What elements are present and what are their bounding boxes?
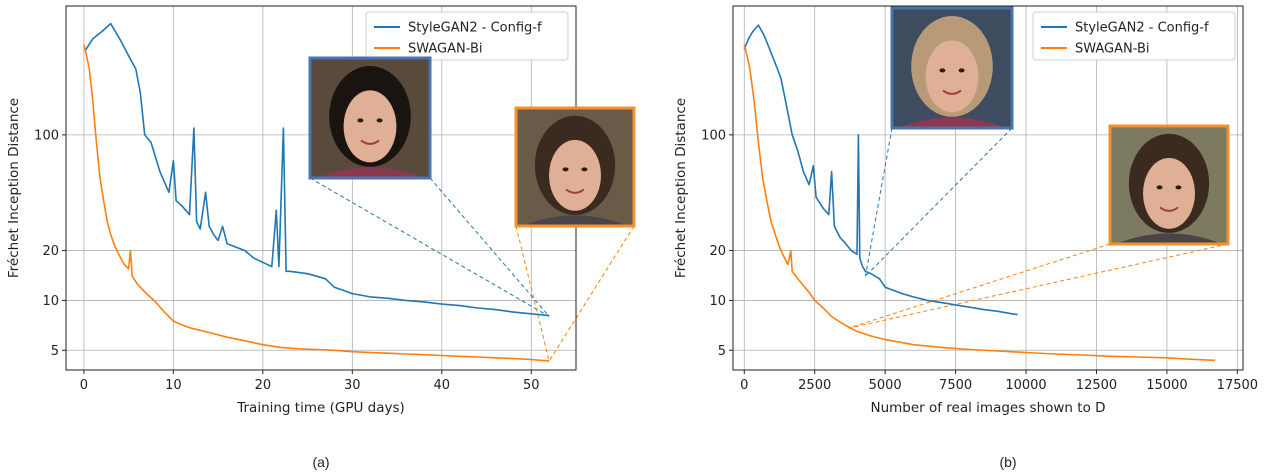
legend-box-a xyxy=(365,11,569,61)
portrait-shoulders xyxy=(1116,233,1222,244)
y-ticks-b: 5 10 20 100 xyxy=(701,128,733,359)
inset-leader-line xyxy=(429,177,550,317)
inset-leaders-a xyxy=(309,177,635,362)
portrait-eye xyxy=(939,68,946,73)
x-tick-label: 50 xyxy=(523,378,540,393)
inset-leader-line xyxy=(848,243,1229,329)
y-axis-label-b: Fréchet Inception Distance xyxy=(673,98,689,278)
portrait-eye xyxy=(958,68,965,73)
portrait-inset xyxy=(308,56,432,180)
series-stylegan2-line xyxy=(743,24,1018,316)
inset-leader-line xyxy=(515,225,550,362)
x-tick-label: 10000 xyxy=(1005,378,1046,393)
y-tick-label: 10 xyxy=(709,294,726,309)
x-tick-label: 2500 xyxy=(798,378,831,393)
x-ticks-b: 0 2500 5000 7500 10000 12500 15000 17500 xyxy=(740,370,1258,393)
portrait-face xyxy=(1143,157,1195,229)
portrait-mouth xyxy=(360,139,380,145)
portrait-eye xyxy=(376,118,383,123)
portrait-eye xyxy=(1156,185,1163,190)
portrait-eye xyxy=(581,167,588,172)
legend-b: StyleGAN2 - Config-f SWAGAN-Bi xyxy=(1032,11,1236,61)
x-tick-label: 30 xyxy=(344,378,361,393)
x-tick-label: 10 xyxy=(165,378,182,393)
legend-label-swagan-b: SWAGAN-Bi xyxy=(1075,42,1150,57)
y-axis-label-a: Fréchet Inception Distance xyxy=(6,98,22,278)
portrait-mouth xyxy=(1159,206,1179,212)
legend-label-stylegan2-b: StyleGAN2 - Config-f xyxy=(1075,21,1209,36)
portrait-mouth xyxy=(565,188,585,194)
x-tick-label: 15000 xyxy=(1146,378,1187,393)
portrait-inset xyxy=(514,106,636,228)
inset-leaders-b xyxy=(848,127,1229,329)
portrait-shoulders xyxy=(898,117,1006,128)
inset-leader-line xyxy=(548,225,635,362)
series-stylegan2-line xyxy=(84,22,550,317)
portrait-shoulders xyxy=(522,215,628,226)
legend-label-swagan-a: SWAGAN-Bi xyxy=(408,42,483,57)
y-tick-label: 20 xyxy=(709,244,726,259)
portrait-frame xyxy=(1108,124,1230,246)
legend-box-b xyxy=(1032,11,1236,61)
caption-b: (b) xyxy=(999,454,1016,470)
series-swagan-line xyxy=(743,44,1215,362)
portrait-eye xyxy=(562,167,569,172)
inset-leader-line xyxy=(309,177,550,317)
inset-leader-line xyxy=(848,243,1111,329)
y-tick-label: 100 xyxy=(34,128,59,143)
y-tick-label: 10 xyxy=(42,294,59,309)
panel-a: 0 10 20 30 40 50 5 10 20 100 Training time (GPU … xyxy=(6,5,636,470)
inset-leader-line xyxy=(865,127,1013,277)
portrait-eye xyxy=(357,118,364,123)
caption-a: (a) xyxy=(312,454,329,470)
axes-frame-b xyxy=(732,5,1244,371)
portrait-face xyxy=(925,40,979,113)
x-tick-label: 20 xyxy=(255,378,272,393)
legend-a: StyleGAN2 - Config-f SWAGAN-Bi xyxy=(365,11,569,61)
portrait-mouth xyxy=(942,89,962,95)
x-tick-label: 40 xyxy=(434,378,451,393)
plot-area-b xyxy=(743,24,1215,362)
portrait-face xyxy=(549,139,601,211)
x-tick-label: 17500 xyxy=(1217,378,1258,393)
insets-a xyxy=(308,56,636,228)
x-tick-label: 7500 xyxy=(939,378,972,393)
y-tick-label: 5 xyxy=(51,344,59,359)
portrait-inset xyxy=(890,6,1014,130)
panel-b: 0 2500 5000 7500 10000 12500 15000 17500 5 10 20 1… xyxy=(673,5,1258,470)
portrait-face xyxy=(343,90,397,163)
y-tick-label: 5 xyxy=(718,344,726,359)
y-tick-label: 20 xyxy=(42,244,59,259)
x-tick-label: 0 xyxy=(740,378,748,393)
y-tick-label: 100 xyxy=(701,128,726,143)
insets-b xyxy=(890,6,1230,246)
x-axis-label-b: Number of real images shown to D xyxy=(870,400,1105,416)
portrait-frame xyxy=(890,6,1014,130)
portrait-shoulders xyxy=(316,167,424,178)
series-swagan-line xyxy=(83,44,550,362)
x-tick-label: 0 xyxy=(80,378,88,393)
x-ticks-a: 0 10 20 30 40 50 xyxy=(80,370,540,393)
legend-label-stylegan2-a: StyleGAN2 - Config-f xyxy=(408,21,542,36)
x-axis-label-a: Training time (GPU days) xyxy=(236,400,405,416)
portrait-frame xyxy=(308,56,432,180)
portrait-frame xyxy=(514,106,636,228)
portrait-inset xyxy=(1108,124,1230,246)
y-ticks-a: 5 10 20 100 xyxy=(34,128,66,359)
plot-area-a xyxy=(83,22,550,362)
x-tick-label: 5000 xyxy=(869,378,902,393)
x-tick-label: 12500 xyxy=(1076,378,1117,393)
portrait-eye xyxy=(1175,185,1182,190)
